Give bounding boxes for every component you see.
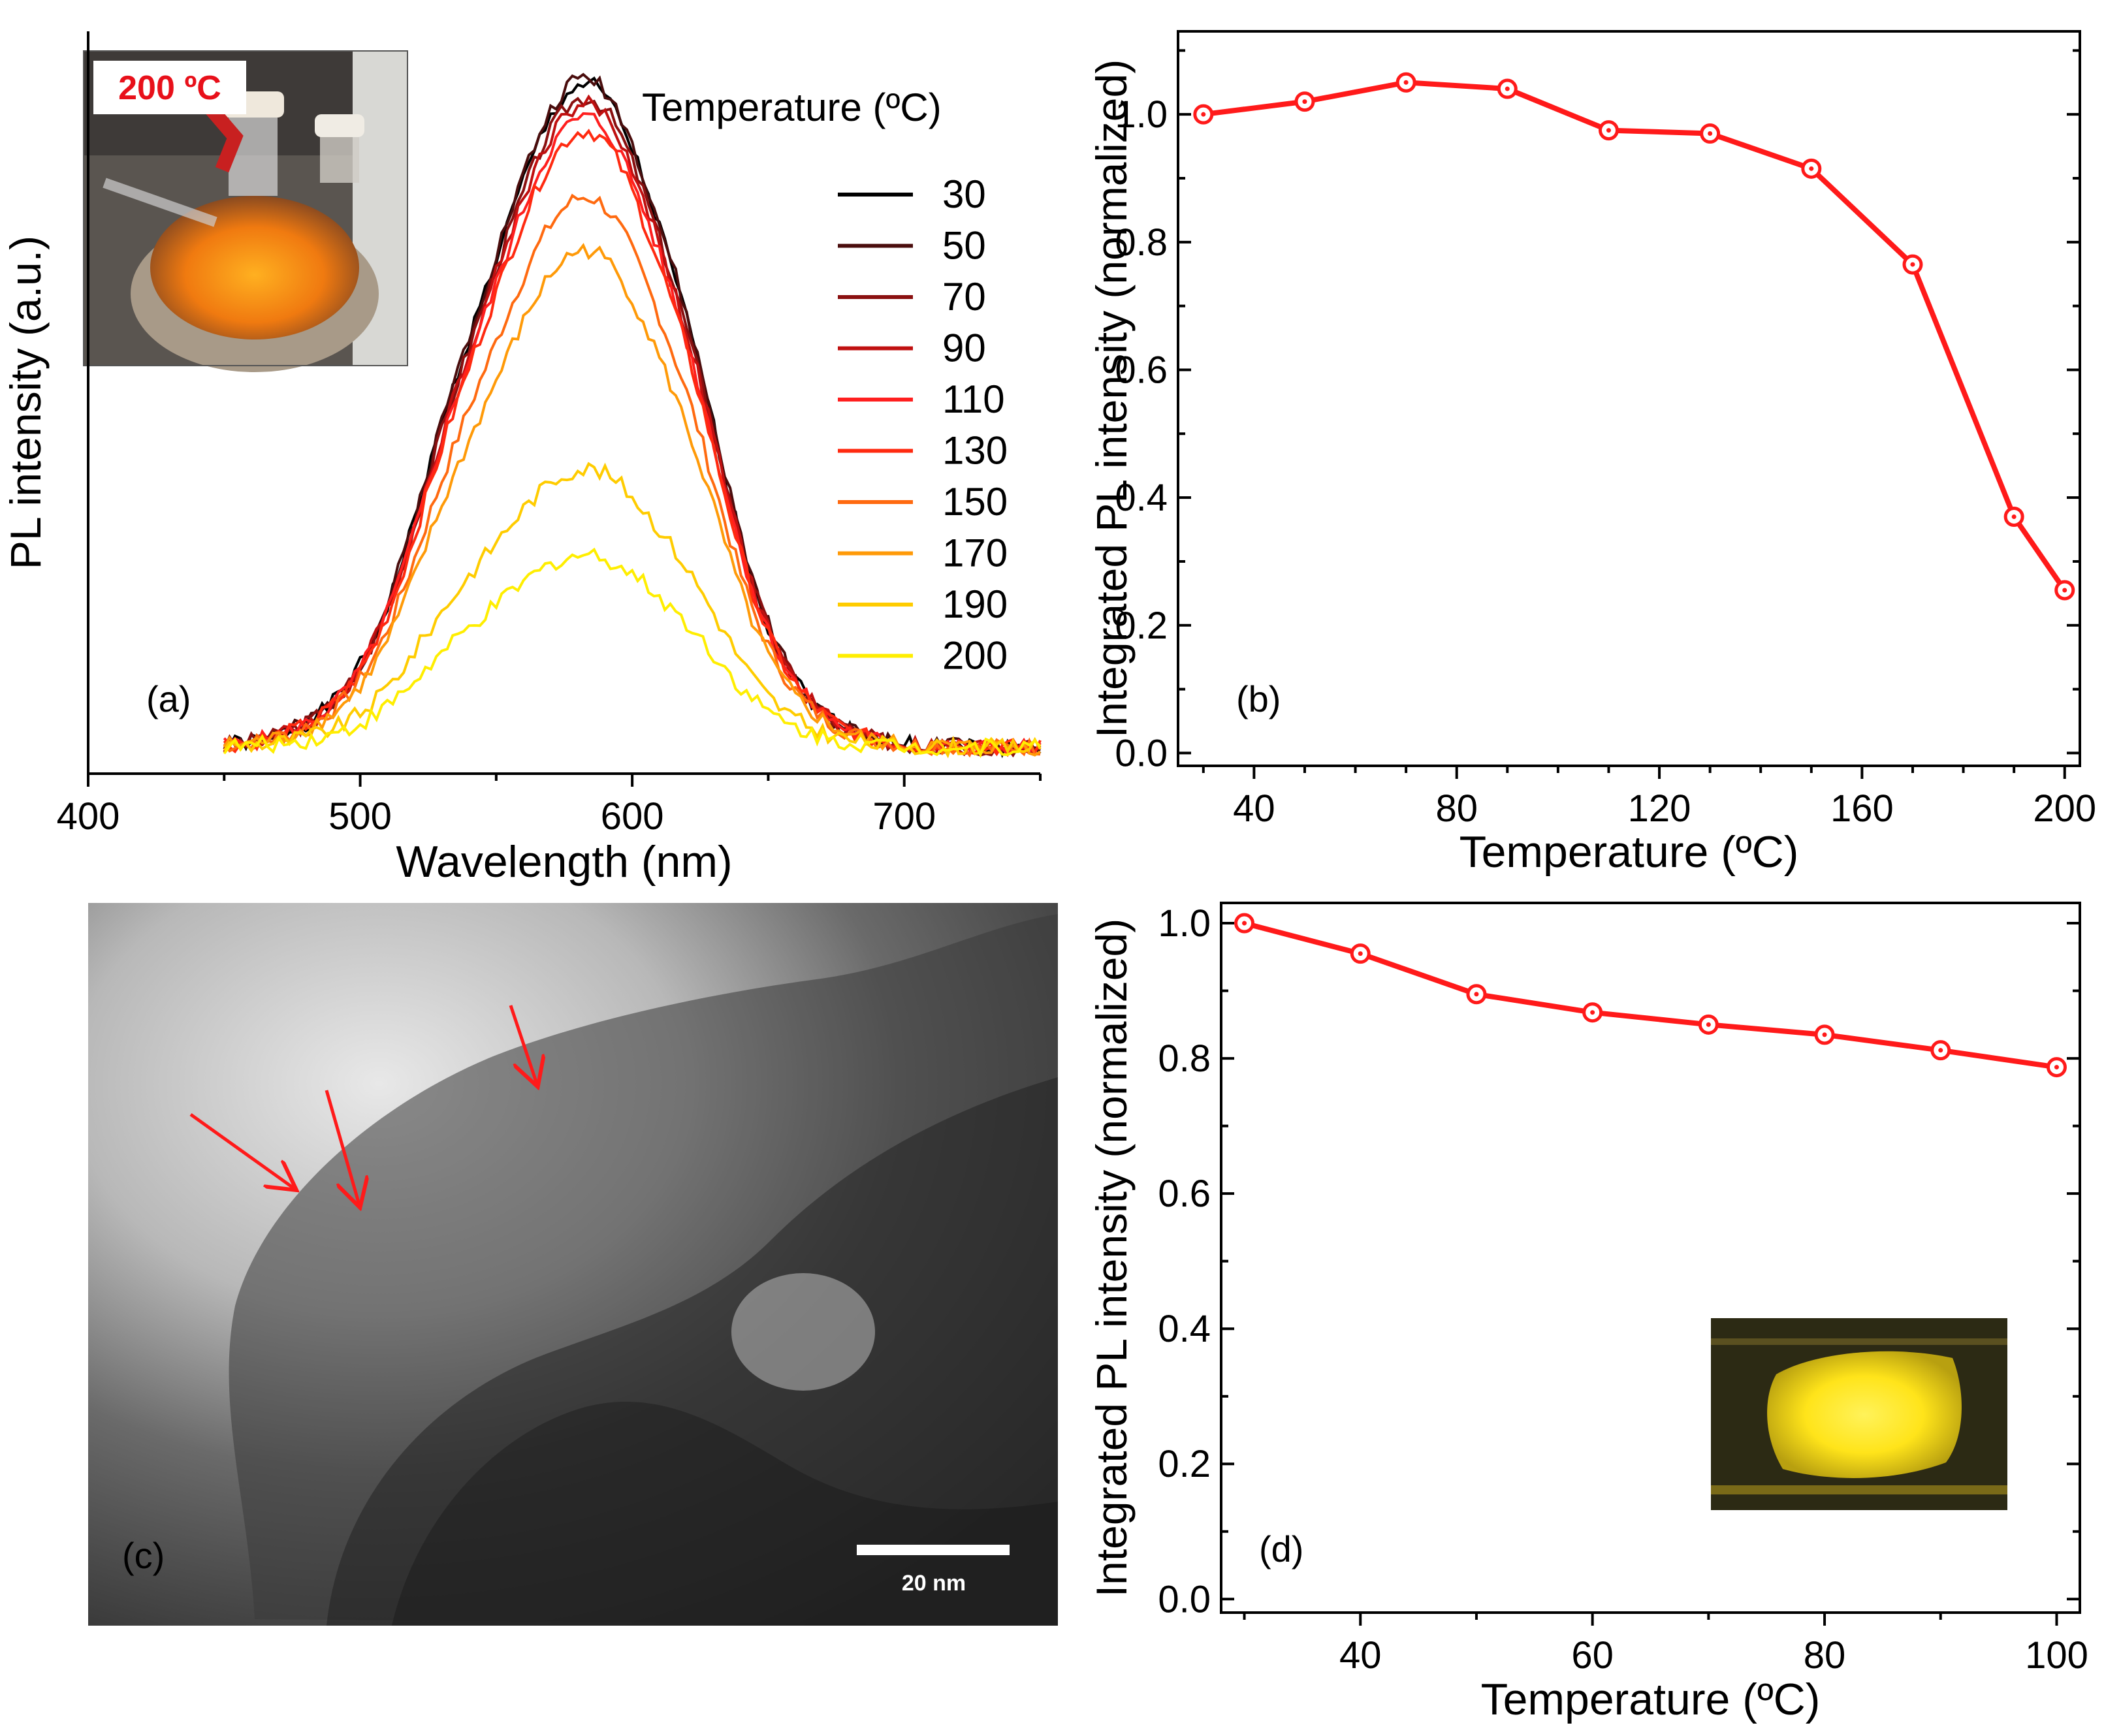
legend-label-130: 130 xyxy=(942,429,1008,473)
data-point-center xyxy=(1474,992,1479,997)
x-tick-label: 100 xyxy=(2025,1634,2088,1677)
x-tick-label: 60 xyxy=(1571,1634,1614,1677)
panel-a-label: (a) xyxy=(146,678,191,719)
legend-label-170: 170 xyxy=(942,531,1008,575)
x-axis-title: Wavelength (nm) xyxy=(396,837,732,887)
y-tick-label: 0.0 xyxy=(1115,732,1168,774)
data-point-center xyxy=(1938,1048,1943,1053)
y-tick-label: 0.0 xyxy=(1158,1578,1211,1620)
data-point-center xyxy=(1606,128,1611,133)
y-tick-label: 0.8 xyxy=(1158,1037,1211,1080)
y-tick-label: 1.0 xyxy=(1158,902,1211,945)
panel-a-spectra: 200 ºC 400 500 600 700 Wavelength (nm) PL int… xyxy=(1,31,1042,887)
panel-c-label: (c) xyxy=(122,1535,165,1576)
legend-label-190: 190 xyxy=(942,582,1008,626)
plot-a-area: 400 500 600 700 Wavelength (nm) PL intensity … xyxy=(1,31,1042,887)
data-point-center xyxy=(1403,80,1409,85)
inset-photo-flask: 200 ºC xyxy=(83,50,408,372)
spectrum-200 xyxy=(223,547,1042,759)
x-tick-label: 160 xyxy=(1830,787,1894,830)
x-tick-label: 120 xyxy=(1628,787,1691,830)
y-tick-label: 0.6 xyxy=(1158,1173,1211,1215)
inset-photo-label: 200 ºC xyxy=(118,69,221,107)
data-point-center xyxy=(1302,99,1307,104)
data-point-center xyxy=(1706,1022,1711,1027)
y-tick-label: 0.2 xyxy=(1158,1443,1211,1485)
y-tick-label: 0.6 xyxy=(1115,349,1168,391)
panel-d-integrated-pl: 40 60 80 100 0.0 0.2 0.4 0.6 0.8 1.0 Temperature (… xyxy=(1087,902,2088,1724)
x-axis-title: Temperature (ºC) xyxy=(1481,1675,1821,1724)
data-point-center xyxy=(1822,1032,1827,1037)
legend-label-30: 30 xyxy=(942,172,986,216)
legend-title: Temperature (ºC) xyxy=(642,86,942,129)
plot-b-frame xyxy=(1177,30,2081,767)
data-point-center xyxy=(1201,112,1206,117)
data-point-center xyxy=(1590,1010,1595,1015)
legend-label-200: 200 xyxy=(942,634,1008,678)
y-tick-label: 0.4 xyxy=(1115,477,1168,519)
panel-b-label: (b) xyxy=(1236,678,1281,719)
plot-d-frame xyxy=(1220,902,2081,1614)
panel-d-label: (d) xyxy=(1259,1528,1303,1570)
series-line xyxy=(1203,80,2067,592)
data-point-center xyxy=(2011,514,2017,519)
legend-label-70: 70 xyxy=(942,275,986,319)
series-line xyxy=(1243,921,2058,1070)
arrow-1 xyxy=(189,1113,294,1188)
data-point-center xyxy=(2054,1065,2059,1070)
panel-c-tem-image: 20 nm (c) xyxy=(88,903,1058,1626)
scale-bar-label: 20 nm xyxy=(902,1571,966,1596)
x-tick-label: 200 xyxy=(2033,787,2096,830)
x-tick-label: 600 xyxy=(601,795,664,838)
y-tick-label: 0.8 xyxy=(1115,221,1168,264)
data-point-center xyxy=(2062,588,2067,593)
data-point-center xyxy=(1910,262,1915,267)
x-tick-label: 500 xyxy=(328,795,392,838)
data-point-center xyxy=(1708,131,1713,136)
spectrum-190 xyxy=(223,462,1042,759)
data-point-center xyxy=(1809,166,1814,171)
y-tick-label: 0.2 xyxy=(1115,605,1168,647)
x-tick-label: 400 xyxy=(57,795,120,838)
x-tick-label: 40 xyxy=(1339,1634,1382,1677)
data-point-center xyxy=(1505,86,1510,91)
legend-label-90: 90 xyxy=(942,326,986,370)
y-tick-label: 0.4 xyxy=(1158,1308,1211,1350)
plot-d-area: 40 60 80 100 0.0 0.2 0.4 0.6 0.8 1.0 Temperature (… xyxy=(1087,902,2088,1724)
x-tick-label: 700 xyxy=(872,795,936,838)
arrow-3 xyxy=(509,1005,537,1084)
panel-b-integrated-pl: 40 80 120 160 200 0.0 0.2 0.4 0.6 0.8 1.0 Temperatu… xyxy=(1087,30,2096,877)
x-tick-label: 80 xyxy=(1804,1634,1846,1677)
y-axis-title: PL intensity (a.u.) xyxy=(1,236,50,569)
y-axis-title: Integrated PL intensity (normalized) xyxy=(1087,59,1136,738)
data-point-center xyxy=(1358,951,1363,956)
x-tick-label: 80 xyxy=(1435,787,1478,830)
x-tick-label: 40 xyxy=(1233,787,1275,830)
legend-label-110: 110 xyxy=(942,377,1005,421)
y-tick-label: 1.0 xyxy=(1115,93,1168,136)
arrow-2 xyxy=(325,1090,359,1205)
inset-photo-powder xyxy=(1711,1318,2007,1510)
scale-bar xyxy=(857,1545,1010,1555)
x-axis-title: Temperature (ºC) xyxy=(1459,827,1799,877)
legend-label-150: 150 xyxy=(942,480,1008,524)
legend-label-50: 50 xyxy=(942,224,986,268)
plot-b-area: 40 80 120 160 200 0.0 0.2 0.4 0.6 0.8 1.0 Temperatu… xyxy=(1087,30,2096,877)
data-point-center xyxy=(1242,921,1247,926)
y-axis-title: Integrated PL intensity (normalized) xyxy=(1087,919,1136,1597)
